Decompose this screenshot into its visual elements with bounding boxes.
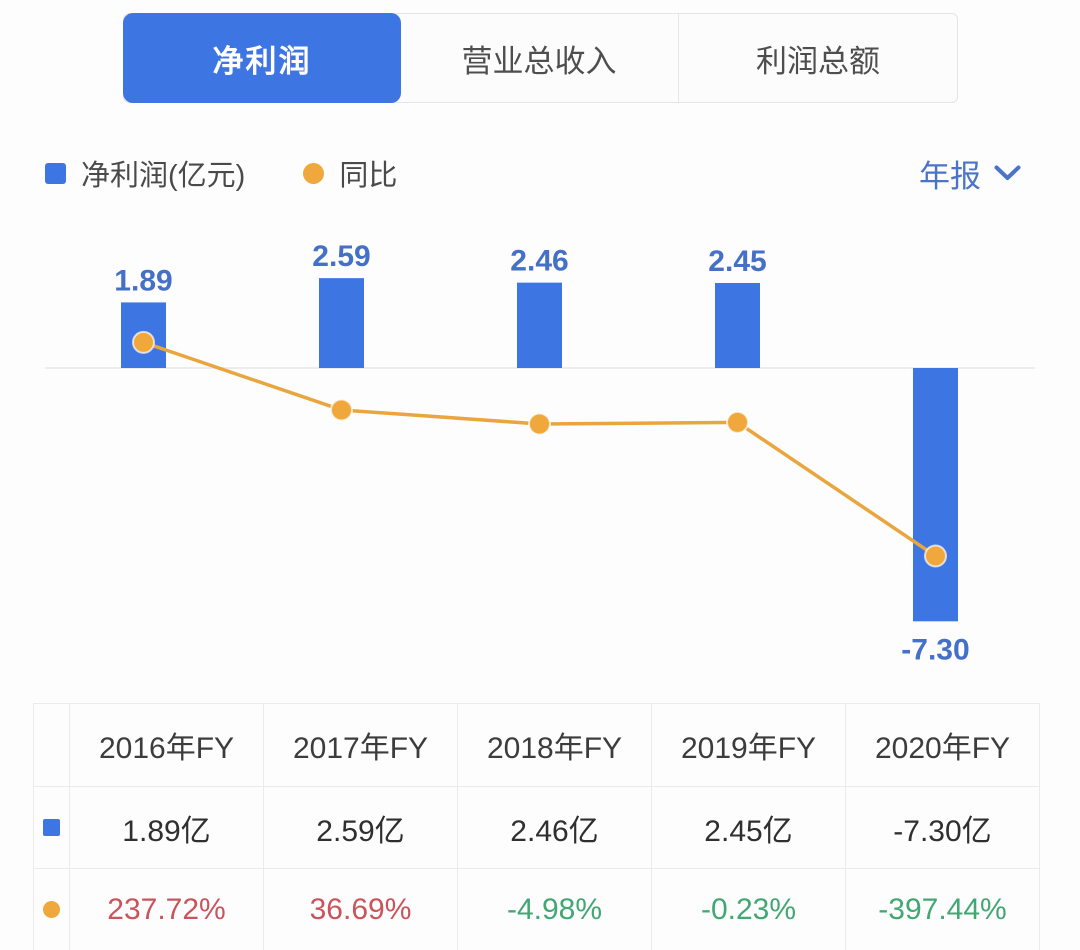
legend-net-profit: 净利润(亿元) bbox=[45, 152, 245, 194]
table-corner-cell bbox=[34, 704, 69, 786]
svg-text:-7.30: -7.30 bbox=[901, 633, 969, 666]
table-header-2020: 2020年FY bbox=[845, 704, 1039, 786]
legend-yoy-label: 同比 bbox=[339, 160, 398, 192]
net-profit-cell: -7.30亿 bbox=[845, 786, 1039, 868]
tab-total-profit[interactable]: 利润总额 bbox=[678, 14, 957, 102]
svg-text:2.59: 2.59 bbox=[312, 240, 370, 273]
legend-net-profit-label: 净利润(亿元) bbox=[81, 160, 246, 192]
line-series-swatch-icon bbox=[303, 162, 325, 184]
yoy-cell: -397.44% bbox=[845, 868, 1039, 950]
table-header-2017: 2017年FY bbox=[263, 704, 457, 786]
line-series-marker-icon bbox=[43, 901, 60, 918]
table-header-2016: 2016年FY bbox=[69, 704, 263, 786]
bar-series-swatch-icon bbox=[45, 162, 66, 184]
chevron-down-icon bbox=[994, 165, 1021, 180]
legend-yoy: 同比 bbox=[303, 152, 397, 194]
metric-tab-bar: 净利润 营业总收入 利润总额 bbox=[123, 13, 958, 103]
yoy-cell: 237.72% bbox=[69, 868, 263, 950]
tab-total-revenue[interactable]: 营业总收入 bbox=[461, 43, 617, 79]
svg-text:2.46: 2.46 bbox=[510, 245, 568, 278]
net-profit-cell: 1.89亿 bbox=[69, 786, 263, 868]
net-profit-row-marker-cell bbox=[34, 786, 69, 868]
yoy-row-marker-cell bbox=[34, 868, 69, 950]
table-header-2018: 2018年FY bbox=[457, 704, 651, 786]
table-header-2019: 2019年FY bbox=[651, 704, 845, 786]
bar-series-marker-icon bbox=[43, 819, 60, 836]
net-profit-chart: 1.89 2.59 2.46 2.45 -7.30 bbox=[45, 240, 1035, 666]
yoy-cell: -0.23% bbox=[651, 868, 845, 950]
yoy-cell: 36.69% bbox=[263, 868, 457, 950]
legend-row: 净利润(亿元) 同比 年报 bbox=[45, 158, 1035, 194]
net-profit-cell: 2.46亿 bbox=[457, 786, 651, 868]
financials-table: 2016年FY 2017年FY 2018年FY 2019年FY 2020年FY … bbox=[33, 703, 1040, 950]
yoy-cell: -4.98% bbox=[457, 868, 651, 950]
svg-text:1.89: 1.89 bbox=[114, 264, 172, 297]
net-profit-cell: 2.45亿 bbox=[651, 786, 845, 868]
tab-net-profit[interactable]: 净利润 bbox=[123, 13, 401, 103]
period-selector-label: 年报 bbox=[919, 158, 981, 194]
period-selector[interactable]: 年报 bbox=[919, 151, 1035, 196]
net-profit-cell: 2.59亿 bbox=[263, 786, 457, 868]
svg-text:2.45: 2.45 bbox=[708, 245, 766, 278]
